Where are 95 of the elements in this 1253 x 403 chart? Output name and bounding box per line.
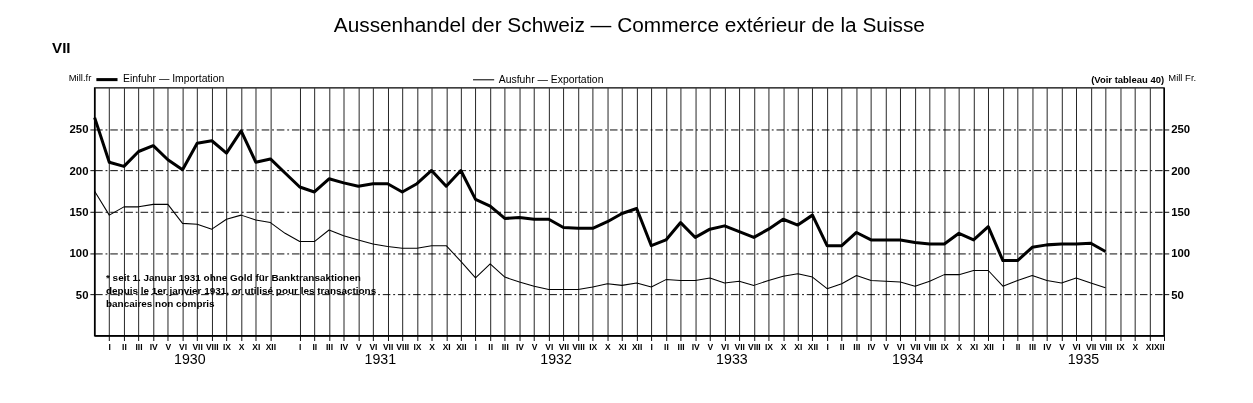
x-tick-label: VII: [1086, 341, 1097, 352]
x-tick-label: IV: [515, 341, 525, 352]
x-tick-label: IV: [867, 341, 876, 352]
x-tick-label: VII: [192, 341, 203, 352]
x-tick-label: V: [531, 341, 538, 352]
x-tick-label: VI: [369, 341, 378, 352]
x-tick-label: I: [650, 341, 653, 352]
x-tick-label: IV: [1043, 341, 1052, 352]
y2-tick-label: 50: [1171, 288, 1184, 301]
y2-tick-label: 100: [1171, 247, 1191, 260]
x-tick-label: I: [826, 341, 829, 352]
x-tick-label: IX: [413, 341, 422, 352]
x-tick-label: II: [312, 341, 318, 352]
text: (Voir tableau 40): [1091, 74, 1165, 86]
y2-tick-label: 200: [1171, 164, 1191, 177]
x-tick-label: XII: [807, 341, 819, 352]
x-tick-label: XI: [1145, 341, 1154, 352]
x-tick-label: IX: [764, 341, 774, 352]
text: 1935: [1067, 351, 1100, 368]
x-tick-label: XI: [442, 341, 451, 352]
x-tick-label: VIII: [205, 341, 219, 352]
x-tick-label: VIII: [747, 341, 761, 352]
text: 1932: [540, 351, 572, 368]
x-tick-label: VII: [382, 341, 394, 352]
x-tick-label: II: [839, 341, 845, 352]
x-tick-label: VIII: [923, 341, 937, 352]
x-tick-label: X: [780, 341, 787, 352]
x-tick-label: V: [883, 341, 890, 352]
x-tick-label: IV: [340, 341, 349, 352]
x-tick-label: IX: [940, 341, 950, 352]
x-tick-label: VII: [558, 341, 570, 352]
y-tick-label: 50: [75, 288, 89, 301]
y-tick-label: 250: [69, 123, 89, 136]
x-tick-label: VIII: [1099, 341, 1113, 352]
x-tick-label: III: [1029, 341, 1037, 352]
x-tick-label: XI: [252, 341, 261, 352]
y2-axis-title: Mill Fr.: [1168, 71, 1197, 83]
x-tick-label: I: [299, 341, 302, 352]
x-tick-label: III: [853, 341, 861, 352]
x-tick-label: X: [956, 341, 963, 352]
x-tick-label: VI: [896, 341, 905, 352]
legend-label: Einfuhr — Importation: [123, 73, 225, 85]
x-tick-label: III: [135, 341, 143, 352]
x-tick-label: I: [1002, 341, 1005, 352]
x-tick-label: I: [108, 341, 111, 352]
x-tick-label: V: [165, 341, 172, 352]
x-tick-label: VI: [545, 341, 554, 352]
x-tick-label: X: [1132, 341, 1139, 352]
x-tick-label: VI: [721, 341, 730, 352]
y2-tick-label: 250: [1171, 123, 1191, 136]
x-tick-label: V: [355, 341, 362, 352]
x-tick-label: I: [474, 341, 478, 352]
y-tick-label: 100: [69, 247, 89, 260]
x-tick-label: IV: [149, 341, 159, 352]
x-tick-label: VI: [178, 341, 188, 352]
x-tick-label: IX: [222, 341, 232, 352]
x-tick-label: X: [238, 341, 245, 352]
x-tick-label: VII: [734, 341, 745, 352]
x-tick-label: XI: [618, 341, 627, 352]
x-tick-label: XII: [265, 341, 277, 352]
x-tick-label: V: [707, 341, 714, 352]
x-tick-label: II: [488, 341, 494, 352]
y-tick-label: 150: [69, 206, 89, 219]
x-tick-label: X: [429, 341, 436, 352]
x-tick-label: XI: [794, 341, 803, 352]
x-tick-label: III: [501, 341, 509, 352]
x-tick-label: XI: [970, 341, 979, 352]
chart-title: Aussenhandel der Schweiz — Commerce extérieur de la Suisse: [333, 13, 925, 37]
x-tick-label: IX: [1116, 341, 1125, 352]
x-tick-label: XII: [456, 341, 467, 352]
x-tick-label: V: [1059, 341, 1066, 352]
x-tick-label: VI: [1072, 341, 1081, 352]
x-tick-label: XII: [631, 341, 643, 352]
text: 1930: [174, 351, 206, 368]
x-tick-label: III: [677, 341, 685, 352]
text: VII: [52, 38, 71, 56]
text: 1931: [364, 351, 397, 368]
y2-tick-label: 150: [1171, 206, 1191, 219]
x-tick-label: XII: [1154, 341, 1165, 352]
x-tick-label: IV: [691, 341, 701, 352]
legend-label: Ausfuhr — Exportation: [498, 73, 604, 85]
x-tick-label: XII: [983, 341, 994, 352]
x-tick-label: X: [605, 341, 611, 352]
x-tick-label: VII: [910, 341, 921, 352]
x-tick-label: II: [664, 341, 669, 352]
y-tick-label: 200: [69, 164, 89, 177]
y-axis-title: Mill.fr: [68, 71, 92, 83]
x-tick-label: II: [122, 341, 127, 352]
x-tick-label: II: [1015, 341, 1021, 352]
text: 1933: [716, 351, 748, 368]
x-tick-label: VIII: [572, 341, 585, 352]
x-tick-label: VIII: [396, 341, 410, 352]
x-tick-label: III: [325, 341, 334, 352]
text: 1934: [891, 351, 924, 368]
x-tick-label: IX: [589, 341, 598, 352]
